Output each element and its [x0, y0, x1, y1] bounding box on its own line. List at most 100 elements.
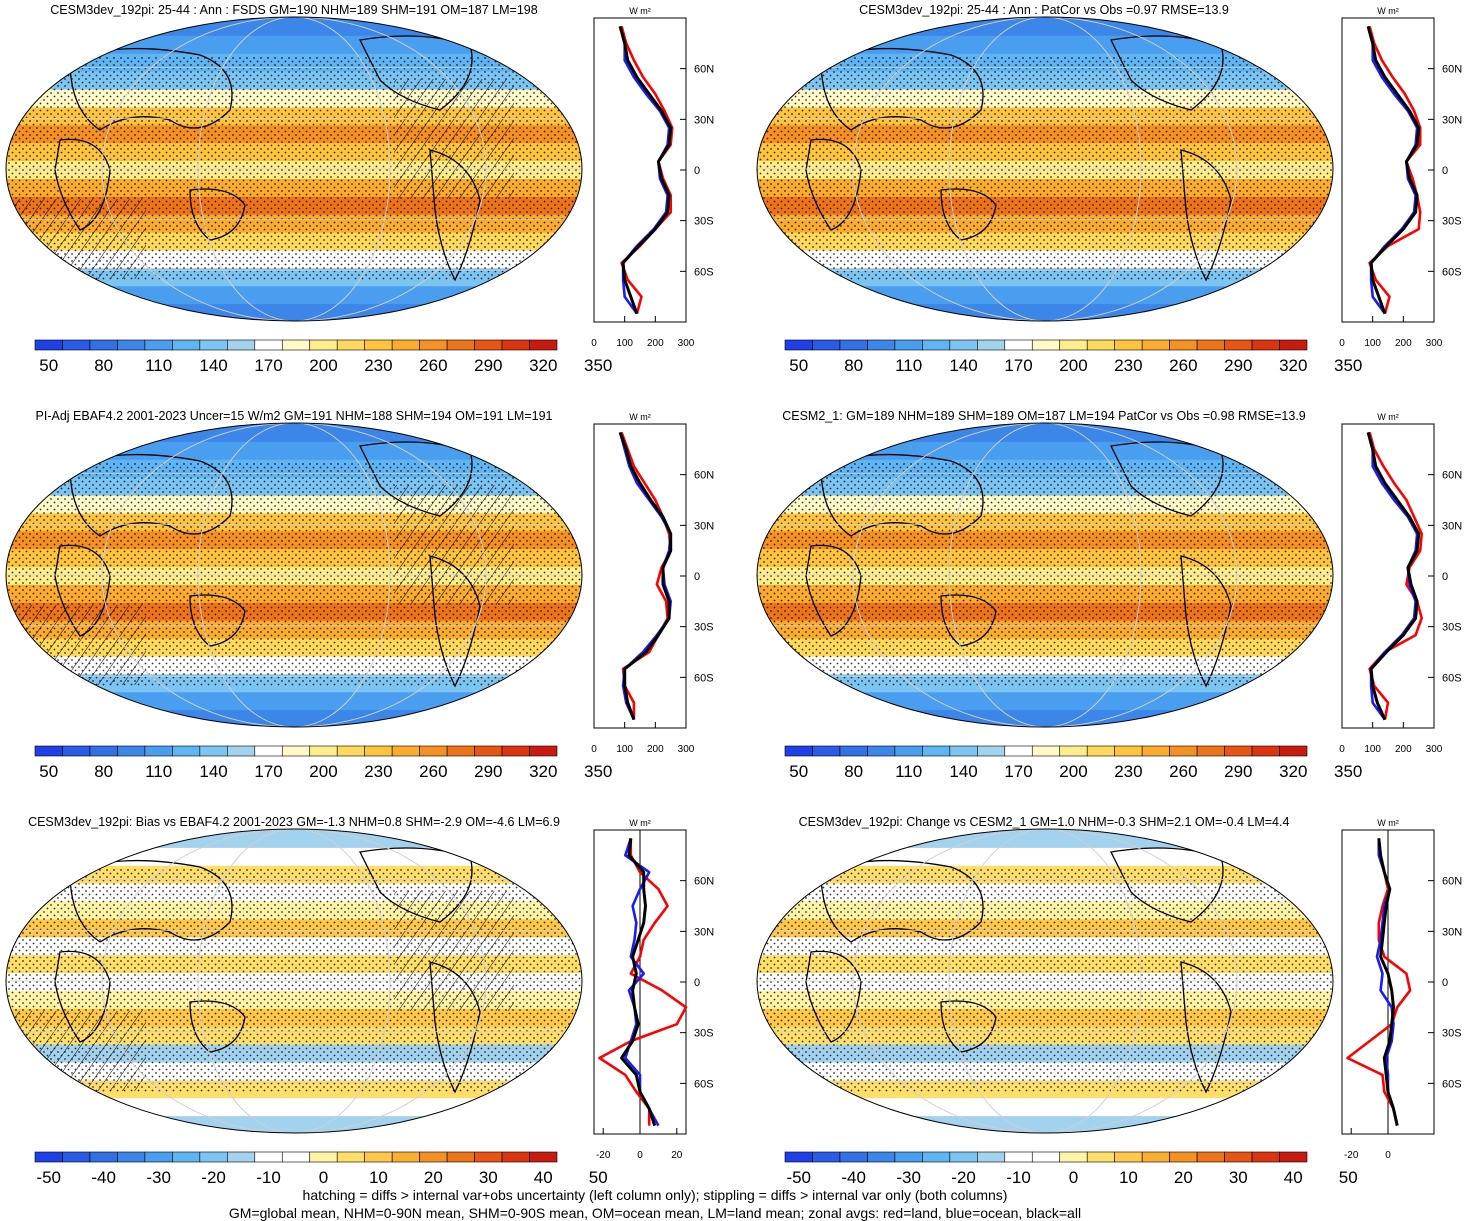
zonal-xtick-label: 200	[647, 338, 664, 349]
colorbar-cell	[977, 1151, 1006, 1163]
colorbar-cell	[1086, 339, 1115, 351]
map-zonal-band	[6, 1115, 582, 1133]
colorbar-label: 350	[584, 356, 612, 375]
colorbar-label: 320	[529, 356, 557, 375]
zonal-xtick-label: 100	[616, 744, 633, 755]
colorbar-cell	[1169, 1151, 1198, 1163]
zonal-line-all	[1366, 26, 1421, 315]
colorbar-cell	[199, 339, 228, 351]
colorbar-cell	[199, 1151, 228, 1163]
colorbar-label: 170	[1004, 356, 1032, 375]
zonal-plot: W m² -20 0 60N 30N 0 30S 60S	[1341, 818, 1462, 1161]
colorbar-label: 200	[1059, 762, 1087, 781]
zonal-ytick-label: 0	[694, 977, 700, 989]
map-zonal-band	[6, 285, 582, 305]
graticule-lon	[948, 17, 1142, 321]
colorbar-cell	[62, 339, 91, 351]
zonal-ytick-label: 30N	[694, 114, 714, 126]
colorbar-cell	[784, 1151, 813, 1163]
colorbar-label: 200	[309, 762, 337, 781]
colorbar-label: 0	[319, 1168, 328, 1187]
colorbar-cell	[364, 339, 393, 351]
map-outline	[756, 16, 1334, 322]
zonal-ytick-label: 30N	[1442, 926, 1462, 938]
colorbar-cell	[446, 745, 475, 757]
colorbar-label: 110	[145, 356, 172, 375]
colorbar-label: 260	[419, 762, 447, 781]
zonal-ytick-label: 60N	[694, 876, 714, 888]
colorbar-cell	[839, 745, 868, 757]
zonal-frame	[593, 17, 687, 323]
colorbar-cell	[62, 1151, 91, 1163]
colorbar-cell	[529, 1151, 558, 1163]
hatch-overlay	[394, 891, 514, 1011]
panel-title: CESM3dev_192pi: Bias vs EBAF4.2 2001-202…	[28, 815, 560, 829]
map-body	[757, 829, 1333, 1133]
colorbar-cell	[144, 1151, 173, 1163]
colorbar-cell	[1059, 1151, 1088, 1163]
zonal-xtick-label: 100	[616, 338, 633, 349]
zonal-ytick-label: 30S	[1442, 622, 1462, 634]
colorbar-label: -20	[201, 1168, 226, 1187]
panel-b: CESM3dev_192pi: 25-44 : Ann : PatCor vs …	[756, 3, 1462, 375]
map-outline	[756, 422, 1334, 728]
colorbar-cell	[1224, 745, 1253, 757]
colorbar-cell	[894, 339, 923, 351]
colorbar-cell	[117, 745, 146, 757]
colorbar-cell	[812, 339, 841, 351]
colorbar-cell	[117, 1151, 146, 1163]
panel-e: CESM3dev_192pi: Bias vs EBAF4.2 2001-202…	[5, 815, 714, 1187]
zonal-ytick-label: 60S	[1442, 1078, 1462, 1090]
colorbar-cell	[281, 1151, 311, 1163]
colorbar-cell	[199, 745, 228, 757]
zonal-ytick-label: 60N	[694, 64, 714, 76]
zonal-ytick-label: 60S	[694, 672, 714, 684]
colorbar-cell	[867, 745, 896, 757]
colorbar-cell	[1169, 745, 1198, 757]
colorbar-label: -40	[841, 1168, 866, 1187]
colorbar-cell	[34, 745, 63, 757]
map-outline	[756, 828, 1334, 1134]
colorbar-cell	[34, 339, 63, 351]
colorbar-cell	[254, 339, 283, 351]
colorbar-label: 290	[1224, 356, 1252, 375]
colorbar-label: 110	[145, 762, 172, 781]
colorbar-cell	[812, 1151, 841, 1163]
map-outline	[5, 828, 583, 1134]
zonal-line-all	[1377, 838, 1399, 1126]
colorbar-cell	[529, 339, 558, 351]
graticule-lon	[197, 829, 391, 1133]
colorbar-cell	[1224, 339, 1253, 351]
colorbar-label: 140	[199, 762, 227, 781]
colorbar-cell	[144, 745, 173, 757]
colorbar-cell	[1031, 1151, 1061, 1163]
map-zonal-band	[757, 691, 1333, 711]
panel-f: CESM3dev_192pi: Change vs CESM2_1 GM=1.0…	[756, 815, 1462, 1187]
colorbar-cell	[1196, 745, 1225, 757]
graticule-lon	[948, 423, 1142, 727]
colorbar-label: 260	[419, 356, 447, 375]
colorbar-cell	[1279, 339, 1308, 351]
colorbar-label: 320	[529, 762, 557, 781]
zonal-units: W m²	[629, 6, 651, 16]
colorbar-cell	[1004, 1151, 1033, 1163]
zonal-ytick-label: 0	[1442, 977, 1448, 989]
colorbar-label: 110	[895, 762, 922, 781]
colorbar-cell	[1114, 339, 1143, 351]
map-zonal-band	[6, 829, 582, 848]
colorbar-cell	[1251, 339, 1280, 351]
colorbar-cell	[1031, 745, 1061, 757]
hatch-overlay	[394, 79, 514, 199]
colorbar-cell	[227, 1151, 256, 1163]
map-outline	[5, 422, 583, 728]
colorbar-label: 140	[949, 356, 977, 375]
colorbar-label: -30	[146, 1168, 171, 1187]
zonal-ytick-label: 30S	[1442, 1028, 1462, 1040]
zonal-units: W m²	[1377, 818, 1399, 828]
colorbar-label: 10	[1119, 1168, 1138, 1187]
colorbar-cell	[364, 1151, 393, 1163]
colorbar-label: 140	[949, 762, 977, 781]
panel-a: CESM3dev_192pi: 25-44 : Ann : FSDS GM=19…	[5, 3, 714, 375]
colorbar-cell	[474, 339, 503, 351]
graticule-lon	[852, 17, 1238, 321]
